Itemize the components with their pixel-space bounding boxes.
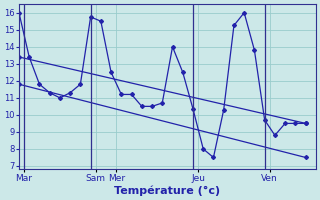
X-axis label: Température (°c): Température (°c): [114, 185, 220, 196]
